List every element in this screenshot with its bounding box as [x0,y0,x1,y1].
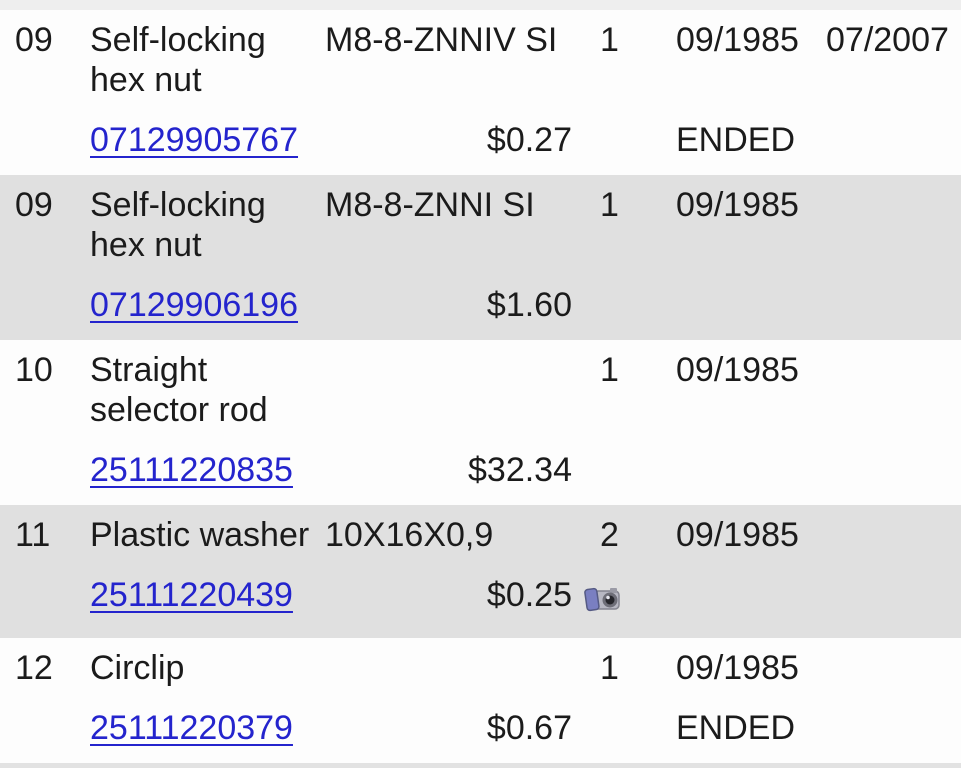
part-row: 09 Self-locking hex nut M8-8-ZNNI SI 1 0… [0,175,961,340]
spacer [0,100,90,160]
spacer [0,555,90,623]
date-to: 07/2007 [826,21,949,59]
status-ended: ENDED [676,121,796,159]
date-from: 09/1985 [676,351,799,389]
spacer [822,688,961,748]
date-from: 09/1985 [676,21,799,59]
quantity: 2 [600,516,619,554]
date-from: 09/1985 [676,649,799,687]
price: $0.27 [486,121,572,159]
date-to [822,350,961,430]
price: $0.25 [486,576,572,614]
part-number-link[interactable]: 25111220835 [90,451,293,489]
item-number: 09 [15,21,53,59]
part-spec [322,350,580,430]
item-number: 12 [15,649,53,687]
photo-cell [580,555,672,623]
part-description: Self-locking hex nut [90,186,266,264]
date-to [822,185,961,265]
part-description: Straight selector rod [90,351,268,429]
date-to [822,515,961,555]
spacer [822,100,961,160]
spacer [822,555,961,623]
spacer [0,430,90,490]
part-spec: M8-8-ZNNI SI [325,186,535,224]
part-number-link[interactable]: 25111220379 [90,709,293,747]
quantity: 1 [600,351,619,389]
spacer [580,430,672,490]
next-row-edge [0,763,961,768]
item-number: 09 [15,186,53,224]
date-from: 09/1985 [676,516,799,554]
spacer [0,265,90,325]
price: $32.34 [468,451,572,489]
part-description: Self-locking hex nut [90,21,266,99]
date-to [822,648,961,688]
spacer [822,430,961,490]
quantity: 1 [600,649,619,687]
part-row: 09 Self-locking hex nut M8-8-ZNNIV SI 1 … [0,10,961,175]
part-spec: 10X16X0,9 [325,516,494,554]
camera-icon[interactable] [584,583,621,623]
item-number: 11 [15,516,51,554]
part-number-link[interactable]: 07129905767 [90,121,299,159]
spacer [580,100,672,160]
part-description: Circlip [90,649,185,687]
part-spec: M8-8-ZNNIV SI [325,21,558,59]
status-ended [672,430,822,490]
spacer [580,688,672,748]
quantity: 1 [600,21,619,59]
part-row: 11 Plastic washer 10X16X0,9 2 09/1985 25… [0,505,961,638]
part-number-link[interactable]: 07129906196 [90,286,299,324]
quantity: 1 [600,186,619,224]
part-spec [322,648,580,688]
status-ended [672,265,822,325]
previous-row-edge [0,0,961,10]
price: $1.60 [486,286,572,324]
part-number-link[interactable]: 25111220439 [90,576,293,614]
part-description: Plastic washer [90,516,310,554]
part-row: 12 Circlip 1 09/1985 25111220379 $0.67 E… [0,638,961,763]
status-ended: ENDED [676,709,796,747]
part-row: 10 Straight selector rod 1 09/1985 25111… [0,340,961,505]
price: $0.67 [486,709,572,747]
spacer [822,265,961,325]
date-from: 09/1985 [676,186,799,224]
spacer [580,265,672,325]
item-number: 10 [15,351,53,389]
status-ended [672,555,822,623]
spacer [0,688,90,748]
